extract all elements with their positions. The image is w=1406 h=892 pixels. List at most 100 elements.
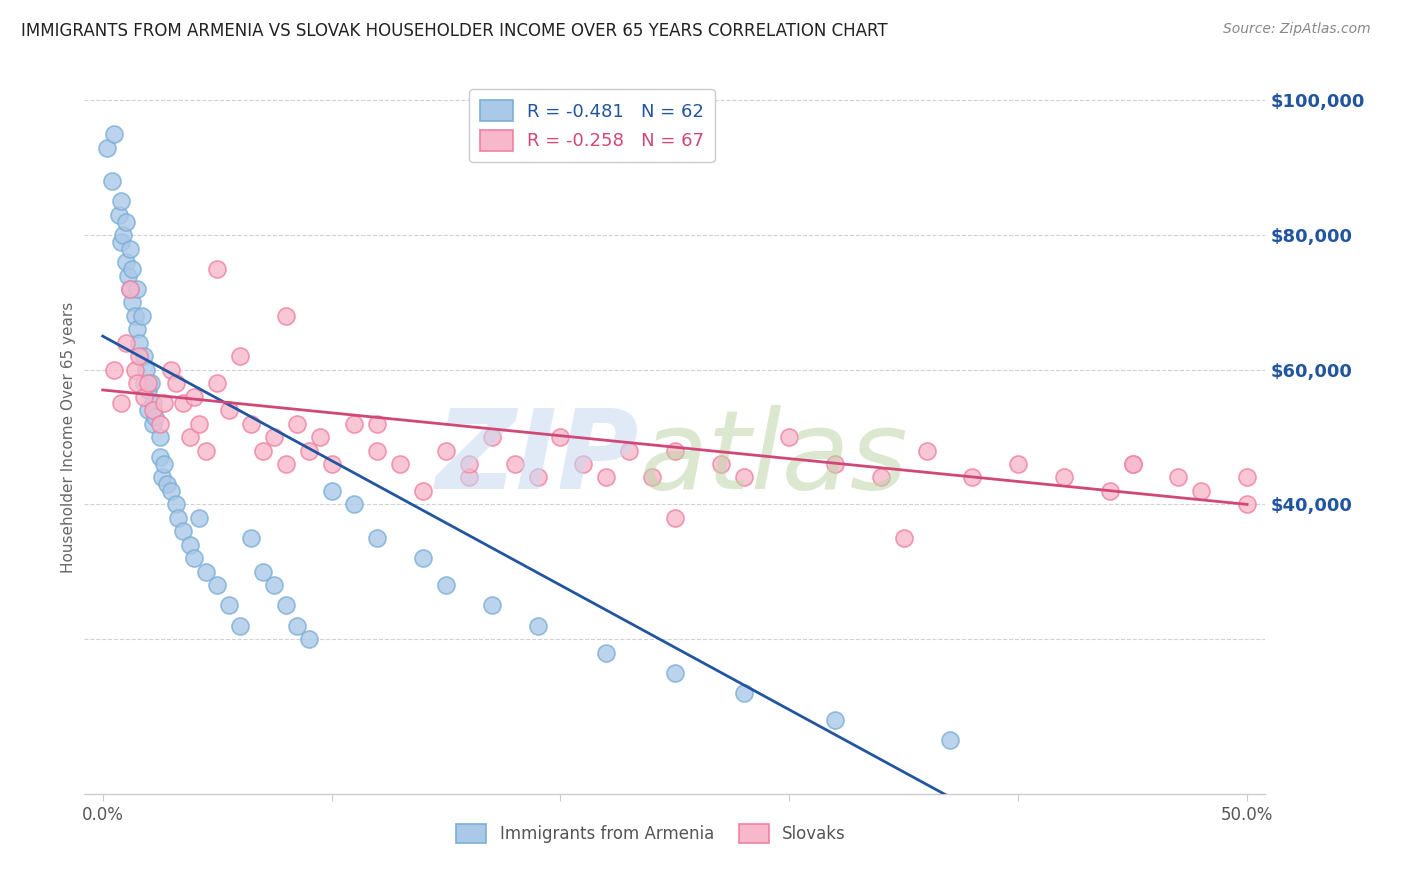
Point — [572, 457, 595, 471]
Point — [153, 396, 176, 410]
Point — [110, 235, 132, 249]
Point — [121, 261, 143, 276]
Point — [187, 511, 209, 525]
Point — [285, 417, 308, 431]
Point — [125, 282, 148, 296]
Point — [1167, 470, 1189, 484]
Point — [165, 497, 187, 511]
Point — [125, 322, 148, 336]
Point — [550, 430, 572, 444]
Point — [114, 255, 136, 269]
Point — [172, 524, 194, 539]
Point — [915, 443, 938, 458]
Point — [893, 531, 915, 545]
Legend: Immigrants from Armenia, Slovaks: Immigrants from Armenia, Slovaks — [450, 817, 853, 850]
Point — [125, 376, 148, 391]
Point — [252, 565, 274, 579]
Point — [595, 470, 617, 484]
Point — [205, 578, 228, 592]
Point — [205, 261, 228, 276]
Point — [107, 208, 129, 222]
Point — [165, 376, 187, 391]
Point — [263, 578, 285, 592]
Point — [117, 268, 139, 283]
Point — [124, 363, 146, 377]
Point — [710, 457, 733, 471]
Point — [343, 417, 366, 431]
Point — [1122, 457, 1144, 471]
Point — [138, 376, 160, 391]
Point — [96, 140, 118, 154]
Point — [156, 477, 179, 491]
Point — [132, 390, 155, 404]
Text: Source: ZipAtlas.com: Source: ZipAtlas.com — [1223, 22, 1371, 37]
Point — [112, 228, 135, 243]
Point — [366, 417, 388, 431]
Point — [131, 309, 153, 323]
Point — [150, 470, 173, 484]
Point — [366, 531, 388, 545]
Point — [457, 457, 479, 471]
Point — [1236, 470, 1258, 484]
Point — [962, 470, 984, 484]
Point — [103, 127, 125, 141]
Point — [389, 457, 412, 471]
Point — [664, 443, 686, 458]
Text: IMMIGRANTS FROM ARMENIA VS SLOVAK HOUSEHOLDER INCOME OVER 65 YEARS CORRELATION C: IMMIGRANTS FROM ARMENIA VS SLOVAK HOUSEH… — [21, 22, 887, 40]
Point — [132, 349, 155, 363]
Point — [114, 214, 136, 228]
Point — [412, 483, 434, 498]
Point — [229, 618, 252, 632]
Point — [298, 443, 321, 458]
Point — [285, 618, 308, 632]
Point — [778, 430, 800, 444]
Point — [205, 376, 228, 391]
Point — [938, 733, 960, 747]
Point — [1189, 483, 1212, 498]
Point — [121, 295, 143, 310]
Point — [142, 403, 165, 417]
Point — [481, 430, 503, 444]
Point — [1236, 497, 1258, 511]
Point — [153, 457, 176, 471]
Point — [664, 511, 686, 525]
Point — [641, 470, 664, 484]
Point — [120, 282, 142, 296]
Point — [218, 403, 240, 417]
Point — [183, 551, 205, 566]
Point — [1098, 483, 1121, 498]
Point — [481, 599, 503, 613]
Point — [179, 538, 201, 552]
Point — [138, 383, 160, 397]
Point — [128, 349, 150, 363]
Point — [149, 430, 172, 444]
Point — [503, 457, 526, 471]
Point — [229, 349, 252, 363]
Point — [149, 417, 172, 431]
Point — [114, 335, 136, 350]
Point — [101, 174, 124, 188]
Point — [135, 363, 157, 377]
Point — [274, 457, 297, 471]
Point — [434, 578, 457, 592]
Point — [526, 470, 548, 484]
Point — [194, 565, 217, 579]
Point — [120, 282, 142, 296]
Point — [179, 430, 201, 444]
Point — [167, 511, 190, 525]
Point — [142, 417, 165, 431]
Point — [252, 443, 274, 458]
Point — [366, 443, 388, 458]
Point — [1053, 470, 1076, 484]
Point — [103, 363, 125, 377]
Point — [309, 430, 332, 444]
Point — [595, 646, 617, 660]
Point — [824, 457, 846, 471]
Text: ZIP: ZIP — [436, 405, 640, 512]
Point — [172, 396, 194, 410]
Point — [218, 599, 240, 613]
Point — [183, 390, 205, 404]
Point — [298, 632, 321, 646]
Point — [526, 618, 548, 632]
Text: atlas: atlas — [640, 405, 908, 512]
